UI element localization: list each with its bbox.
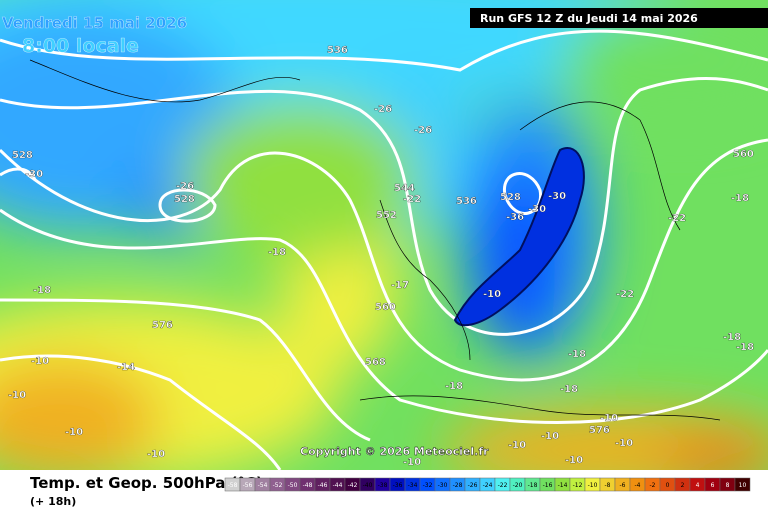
colorbar-label: -54	[258, 482, 268, 489]
map-label: -10	[600, 413, 618, 424]
colorbar-label: 2	[681, 482, 685, 489]
colorbar-label: -2	[650, 482, 656, 489]
map-label: 528	[12, 150, 33, 161]
map-label: -36	[506, 212, 524, 223]
colorbar-label: -38	[378, 482, 388, 489]
colorbar-label: -26	[468, 482, 478, 489]
map-label: 552	[376, 210, 397, 221]
colorbar-label: -24	[483, 482, 493, 489]
map-label: 568	[365, 357, 386, 368]
map-label: -10	[65, 427, 83, 438]
map-label: -18	[445, 381, 463, 392]
map-label: 560	[733, 149, 754, 160]
colorbar-label: 6	[711, 482, 715, 489]
map-label: -18	[723, 332, 741, 343]
map-label: 528	[500, 192, 521, 203]
colorbar-label: -42	[348, 482, 358, 489]
colorbar-label: -20	[513, 482, 523, 489]
colorbar-label: -58	[228, 482, 238, 489]
map-label: -22	[403, 194, 421, 205]
map-label: -22	[668, 213, 686, 224]
forecast-date: Vendredi 15 mai 2026	[2, 14, 187, 32]
colorbar-label: -10	[588, 482, 598, 489]
colorbar-label: -8	[605, 482, 611, 489]
map-label: -10	[508, 440, 526, 451]
map-label: -26	[176, 181, 194, 192]
copyright: Copyright © 2026 Meteociel.fr	[300, 445, 489, 458]
run-info: Run GFS 12 Z du Jeudi 14 mai 2026	[480, 12, 698, 25]
footer-title: Temp. et Geop. 500hPa (°C)	[30, 474, 263, 492]
colorbar-label: -56	[243, 482, 253, 489]
geopotential-contours	[0, 29, 768, 470]
map-label: 536	[327, 45, 348, 56]
colorbar-label: -14	[558, 482, 568, 489]
coastlines	[29, 59, 721, 421]
colorbar-label: 4	[696, 482, 700, 489]
colorbar-label: -52	[273, 482, 283, 489]
map-label: -18	[33, 285, 51, 296]
colorbar-label: -34	[408, 482, 418, 489]
map-label: -10	[615, 438, 633, 449]
map-label: -14	[117, 362, 135, 373]
map-label: -10	[147, 449, 165, 460]
map-label: 560	[375, 302, 396, 313]
map-label: -18	[568, 349, 586, 360]
map-label: -10	[31, 356, 49, 367]
footer-lead: (+ 18h)	[30, 495, 76, 508]
colorbar-label: -16	[543, 482, 553, 489]
map-label: -18	[736, 342, 754, 353]
map-label: -10	[541, 431, 559, 442]
map-label: 528	[174, 194, 195, 205]
colorbar-label: -22	[498, 482, 508, 489]
map-label: -18	[731, 193, 749, 204]
map-label: -18	[268, 247, 286, 258]
colorbar-label: -40	[363, 482, 373, 489]
colorbar-label: -32	[423, 482, 433, 489]
forecast-time: 8:00 locale	[22, 35, 139, 57]
colorbar-label: -12	[573, 482, 583, 489]
map-label: -30	[548, 191, 566, 202]
map-label: 536	[456, 196, 477, 207]
map-label: -18	[560, 384, 578, 395]
colorbar-label: -50	[288, 482, 298, 489]
map-label: -26	[414, 125, 432, 136]
map-label: -10	[403, 457, 421, 468]
colorbar-label: -44	[333, 482, 343, 489]
colorbar-label: 0	[666, 482, 670, 489]
colorbar-label: -18	[528, 482, 538, 489]
colorbar-label: -36	[393, 482, 403, 489]
colorbar-label: 8	[726, 482, 730, 489]
map-label: -10	[483, 289, 501, 300]
map-label: 544	[394, 183, 415, 194]
map-label: -22	[616, 289, 634, 300]
colorbar-label: -28	[453, 482, 463, 489]
colorbar-label: -6	[620, 482, 626, 489]
colorbar-swatch	[734, 477, 751, 492]
map-label: -17	[391, 280, 409, 291]
map-label: -30	[528, 204, 546, 215]
colorbar-label: -46	[318, 482, 328, 489]
run-banner	[470, 8, 768, 28]
colorbar-label: -48	[303, 482, 313, 489]
map-label: -10	[565, 455, 583, 466]
map-label: -26	[374, 104, 392, 115]
map-label: -30	[25, 169, 43, 180]
colorbar-label: 10	[739, 482, 747, 489]
map-label: 576	[152, 320, 173, 331]
map-label: -10	[8, 390, 26, 401]
map-label: 576	[589, 425, 610, 436]
colorbar-label: -4	[635, 482, 641, 489]
colorbar-label: -30	[438, 482, 448, 489]
